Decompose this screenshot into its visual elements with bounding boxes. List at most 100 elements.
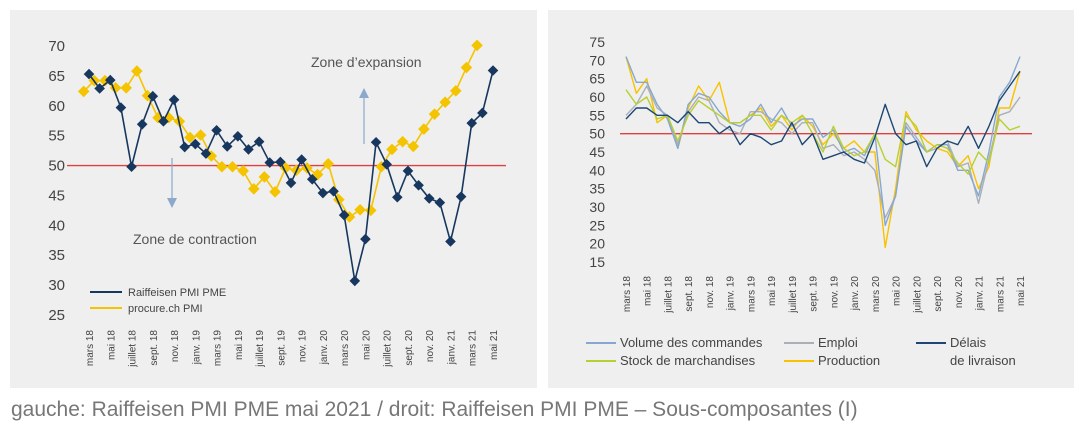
procure-data-point <box>77 85 90 98</box>
procure-data-point <box>216 160 228 173</box>
procure-data-point <box>396 135 409 148</box>
procure-data-point <box>375 160 388 173</box>
right-x-tick-label: mars 21 <box>995 276 1006 313</box>
right-x-tick-label: mai 21 <box>1016 276 1027 306</box>
raiffeisen-data-point <box>232 130 244 142</box>
left-x-tick-label: sept. 18 <box>149 330 160 366</box>
raiffeisen-data-point <box>349 275 361 287</box>
right-x-tick-label: nov. 19 <box>829 276 840 308</box>
left-x-tick-label: mars 19 <box>213 330 224 367</box>
right-x-axis: mars 18 mai 18 juillet 18 sept. 18 nov. 18 ja… <box>622 276 1027 314</box>
raiffeisen-data-point <box>402 165 414 177</box>
left-x-axis: mars 18 mai 18 juillet 18 sept. 18 nov. 18 ja… <box>85 330 500 368</box>
left-x-tick-label: juillet 18 <box>128 330 139 368</box>
procure-data-point <box>194 129 207 141</box>
raiffeisen-data-point <box>370 136 382 148</box>
left-x-tick-label: sept. 19 <box>276 330 287 366</box>
raiffeisen-data-point <box>179 141 190 153</box>
left-x-tick-label: janv. 21 <box>446 330 457 366</box>
procure-data-point <box>471 39 483 52</box>
raiffeisen-data-point <box>243 144 254 155</box>
zone-expansion-label: Zone d’expansion <box>311 54 422 70</box>
right-x-tick-label: mai 20 <box>892 276 903 306</box>
procure-data-point <box>269 186 281 198</box>
right-y-tick-label: 65 <box>589 71 605 87</box>
left-annotations: Zone d’expansion Zone de contraction <box>133 54 422 247</box>
procure-data-point <box>386 143 398 156</box>
delais-series-line <box>625 70 1021 168</box>
right-y-tick-label: 45 <box>589 144 605 160</box>
left-y-tick-label: 65 <box>48 68 65 85</box>
raiffeisen-data-point <box>423 193 435 204</box>
right-x-tick-label: mars 19 <box>746 276 757 313</box>
procure-data-point <box>184 131 196 144</box>
left-x-tick-label: mai 20 <box>361 330 372 360</box>
right-y-tick-label: 15 <box>589 254 605 270</box>
raiffeisen-data-point <box>392 191 403 203</box>
raiffeisen-data-point <box>285 177 297 189</box>
expansion-arrow-head <box>359 88 369 98</box>
procure-data-point <box>311 168 324 181</box>
raiffeisen-data-point <box>434 197 446 208</box>
left-y-tick-label: 35 <box>48 247 65 264</box>
right-y-tick-label: 20 <box>589 236 605 252</box>
procure-data-point <box>418 123 430 135</box>
raiffeisen-data-point <box>94 83 105 94</box>
raiffeisen-data-point <box>158 116 169 127</box>
procure-data-point <box>237 165 249 177</box>
right-x-tick-label: janv. 21 <box>975 276 986 312</box>
left-x-tick-label: mars 18 <box>85 330 96 367</box>
left-chart-panel: 25 30 35 40 45 50 55 60 65 70 mars 18 mai 18 juille… <box>10 10 537 388</box>
procure-data-point <box>333 193 345 206</box>
raiffeisen-series-line <box>88 70 494 282</box>
right-x-tick-label: janv. 20 <box>850 276 861 312</box>
raiffeisen-data-point <box>190 138 201 150</box>
right-chart-panel: 15 20 25 30 35 40 45 50 55 60 65 70 75 mars 18 mai 18… <box>548 10 1074 388</box>
right-legend-label-stock: Stock de marchandises <box>620 353 756 368</box>
left-x-tick-label: mai 19 <box>234 330 245 360</box>
left-legend: Raiffeisen PMI PME procure.ch PMI <box>90 287 226 315</box>
left-y-tick-label: 55 <box>48 128 65 145</box>
right-y-tick-label: 60 <box>589 89 605 105</box>
raiffeisen-data-point <box>221 141 233 152</box>
right-x-tick-label: sept. 20 <box>933 276 944 312</box>
left-series <box>77 39 499 287</box>
left-x-tick-label: mars 21 <box>468 330 479 367</box>
right-x-tick-label: nov. 20 <box>954 276 965 308</box>
left-legend-label-raiffeisen: Raiffeisen PMI PME <box>128 287 226 299</box>
left-x-tick-label: mars 20 <box>340 330 351 367</box>
right-legend-label-delais: Délais de livraison <box>950 335 1016 368</box>
right-x-tick-label: nov. 18 <box>705 276 716 308</box>
procure-data-point <box>460 61 473 74</box>
procure-data-point <box>141 89 154 102</box>
right-chart: 15 20 25 30 35 40 45 50 55 60 65 70 75 mars 18 mai 18… <box>586 34 1032 368</box>
left-x-tick-label: juillet 20 <box>383 330 394 368</box>
procure-data-point <box>343 211 356 223</box>
left-x-tick-label: mai 18 <box>106 330 117 360</box>
right-y-tick-label: 30 <box>589 199 605 215</box>
raiffeisen-data-point <box>306 174 318 185</box>
left-x-tick-label: nov. 19 <box>298 330 309 362</box>
right-y-tick-label: 55 <box>589 107 605 123</box>
right-legend-label-volume: Volume des commandes <box>620 335 763 350</box>
raiffeisen-data-point <box>147 90 159 102</box>
raiffeisen-data-point <box>296 154 307 165</box>
right-x-tick-label: mai 18 <box>643 276 654 306</box>
raiffeisen-data-point <box>466 117 478 129</box>
left-legend-label-procure: procure.ch PMI <box>128 303 203 315</box>
left-x-tick-label: mai 21 <box>489 330 500 360</box>
left-y-axis: 25 30 35 40 45 50 55 60 65 70 <box>48 38 65 324</box>
procure-data-point <box>162 111 175 124</box>
contraction-arrow-head <box>167 198 177 208</box>
raiffeisen-data-point <box>104 74 116 86</box>
left-x-tick-label: sept. 20 <box>404 330 415 366</box>
right-x-tick-label: mars 20 <box>871 276 882 313</box>
right-legend-label-emploi: Emploi <box>818 335 858 350</box>
raiffeisen-data-point <box>477 107 488 119</box>
raiffeisen-data-point <box>264 157 276 168</box>
procure-data-point <box>354 203 366 216</box>
right-x-tick-label: juillet 19 <box>788 276 799 314</box>
raiffeisen-data-point <box>275 156 286 168</box>
right-x-tick-label: sept. 18 <box>684 276 695 312</box>
procure-data-point <box>226 160 239 173</box>
